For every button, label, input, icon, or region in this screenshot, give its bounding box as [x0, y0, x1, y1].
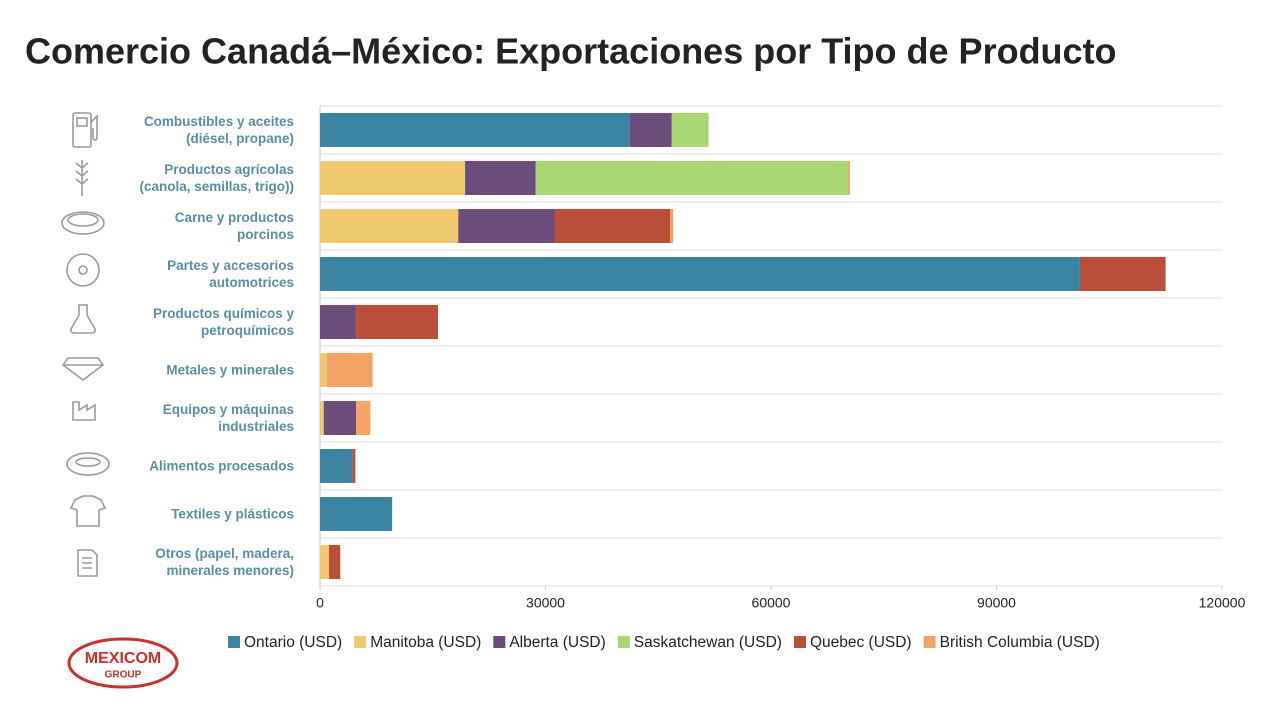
- category-label: Equipos y máquinas industriales: [162, 402, 294, 434]
- bar-segment: [1079, 257, 1166, 291]
- legend-label: Manitoba (USD): [370, 634, 481, 651]
- legend-swatch: [493, 636, 506, 648]
- bar-segment: [320, 257, 1080, 291]
- logo-text: GROUP: [105, 670, 142, 681]
- legend-label: Ontario (USD): [244, 634, 342, 651]
- legend-label: Alberta (USD): [509, 634, 605, 651]
- logo: MEXICOM GROUP: [67, 637, 179, 689]
- category-label: Alimentos procesados: [149, 458, 294, 474]
- bar-segment: [458, 209, 555, 243]
- legend-swatch: [228, 636, 240, 648]
- legend-swatch: [793, 636, 806, 648]
- bar-segment: [320, 497, 393, 531]
- chart-title: Comercio Canadá–México: Exportaciones po…: [25, 31, 1117, 72]
- x-tick-label: 60000: [752, 595, 791, 611]
- category-label: Textiles y plásticos: [171, 506, 294, 522]
- category-label: Combustibles y aceites (diésel, propane): [143, 114, 294, 146]
- category-label: Productos químicos y petroquímicos: [152, 306, 294, 338]
- category-label: Partes y accesorios automotrices: [167, 258, 294, 290]
- bar-segment: [320, 305, 357, 339]
- bar-segment: [326, 353, 373, 387]
- category-label: Productos agrícolas (canola, semillas, t…: [139, 162, 294, 194]
- x-tick-label: 90000: [977, 595, 1016, 611]
- bar-segment: [320, 209, 459, 243]
- bar-segment: [320, 161, 466, 195]
- bar-segment: [320, 353, 327, 387]
- legend-swatch: [923, 636, 936, 648]
- bar-segment: [356, 305, 439, 339]
- legend-label: Saskatchewan (USD): [634, 634, 782, 651]
- x-tick-label: 120000: [1199, 595, 1246, 611]
- category-label: Metales y minerales: [166, 362, 294, 378]
- x-tick-label: 0: [316, 595, 324, 611]
- x-tick-label: 30000: [526, 595, 565, 611]
- bar-segment: [847, 161, 850, 195]
- bar-segment: [356, 401, 371, 435]
- bar-segment: [671, 113, 709, 147]
- bar-segment: [320, 449, 353, 483]
- legend-swatch: [354, 636, 367, 648]
- bar-segment: [670, 209, 674, 243]
- legend-label: British Columbia (USD): [940, 634, 1100, 651]
- legend-label: Quebec (USD): [810, 634, 912, 651]
- bar-segment: [320, 401, 324, 435]
- legend-swatch: [617, 636, 630, 648]
- logo-text: MEXICOM: [85, 650, 161, 667]
- bar-segment: [554, 209, 671, 243]
- category-label: Otros (papel, madera, minerales menores): [155, 546, 294, 578]
- bar-segment: [323, 401, 357, 435]
- icons: [61, 112, 110, 577]
- bar-segment: [320, 113, 630, 147]
- bar-segment: [329, 545, 341, 579]
- category-label: Carne y productos porcinos: [174, 210, 294, 242]
- bar-segment: [629, 113, 672, 147]
- bar-segment: [535, 161, 848, 195]
- bar-segment: [465, 161, 536, 195]
- bar-segment: [320, 545, 330, 579]
- bar-segment: [352, 449, 356, 483]
